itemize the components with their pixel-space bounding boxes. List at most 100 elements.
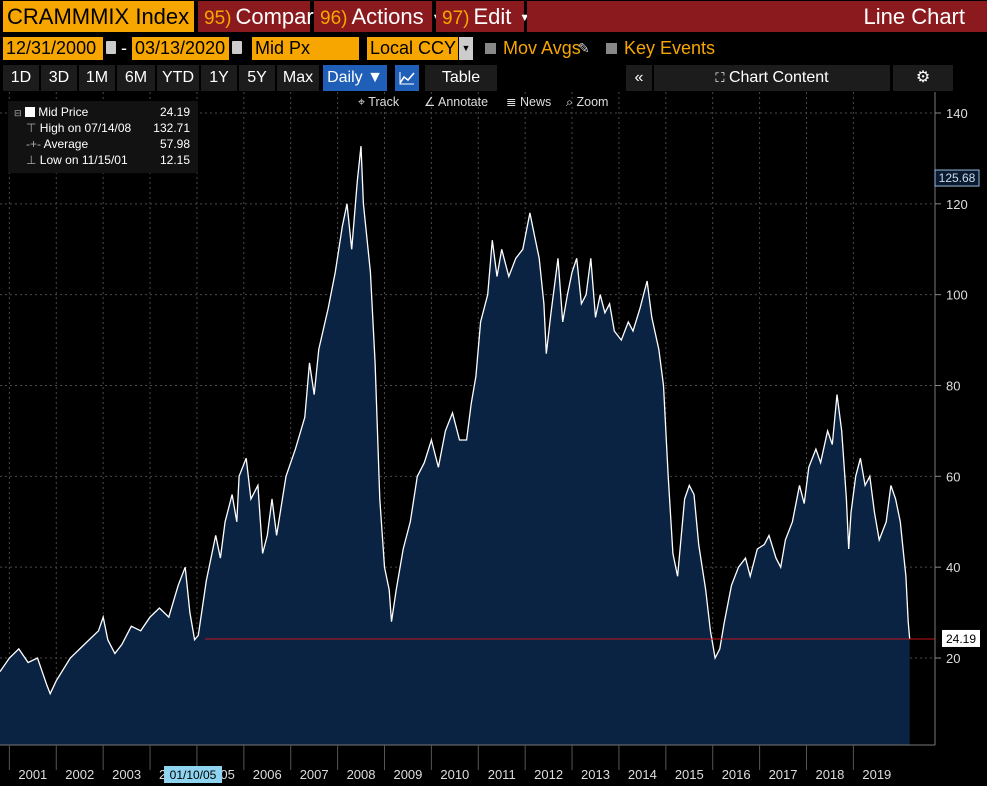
compare-button[interactable]: 95) Compare <box>198 1 326 32</box>
key-events-label[interactable]: Key Events <box>624 38 716 58</box>
y-tick-label: 120 <box>946 197 968 212</box>
y-axis: 20 40 60 80 100 120 140 <box>935 106 968 666</box>
edit-dropdown-icon: ▼ <box>519 11 531 24</box>
period-1d-button[interactable]: 1D <box>3 65 39 91</box>
frequency-dropdown[interactable]: Daily ▼ <box>323 65 387 91</box>
frequency-chevron-icon: ▼ <box>367 69 383 86</box>
table-button[interactable]: Table <box>425 65 497 91</box>
collapse-icon[interactable]: « <box>626 65 652 91</box>
chart-content-label: Chart Content <box>728 69 829 86</box>
x-tick-label: 2007 <box>300 767 329 782</box>
average-icon: -+- <box>26 137 41 151</box>
y-tick-label: 80 <box>946 379 960 394</box>
currency-dropdown-icon[interactable]: ▼ <box>459 37 473 60</box>
legend-row-low: ⊥ Low on 11/15/01 12.15 <box>26 152 198 168</box>
edit-button[interactable]: 97) Edit ▼ <box>436 1 530 32</box>
compare-label: Compare <box>235 4 326 29</box>
track-tool[interactable]: ⌖ Track <box>358 94 399 110</box>
high-label: High on 07/14/08 <box>39 121 132 135</box>
period-ytd-button[interactable]: YTD <box>157 65 199 91</box>
x-tick-label: 2006 <box>253 767 282 782</box>
x-tick-label: 2009 <box>393 767 422 782</box>
end-calendar-icon[interactable] <box>232 41 242 54</box>
edit-number: 97) <box>442 8 470 29</box>
period-1m-button[interactable]: 1M <box>79 65 115 91</box>
edit-label: Edit <box>473 4 512 29</box>
y-tick-label: 140 <box>946 106 968 121</box>
start-calendar-icon[interactable] <box>106 41 116 54</box>
chart-content-icon: ⛶ <box>715 70 725 85</box>
period-6m-button[interactable]: 6M <box>117 65 155 91</box>
legend-row-mid[interactable]: ⊟ Mid Price 24.19 <box>14 104 198 120</box>
average-label: Average <box>43 137 89 151</box>
low-value: 12.15 <box>159 153 190 167</box>
y-tick-label: 20 <box>946 651 960 666</box>
y-tick-label: 40 <box>946 560 960 575</box>
pencil-icon[interactable]: ✎ <box>578 40 590 56</box>
price-field-select[interactable]: Mid Px <box>252 37 359 60</box>
x-tick-label: 2010 <box>440 767 469 782</box>
mid-price-swatch <box>24 107 35 117</box>
x-tick-label: 2012 <box>534 767 563 782</box>
x-tick-label: 2001 <box>18 767 47 782</box>
collapse-box-icon[interactable]: ⊟ <box>14 108 22 118</box>
previous-value-label: 125.68 <box>939 171 976 185</box>
options-bar: 12/31/2000 - 03/13/2020 Mid Px Local CCY… <box>0 35 987 63</box>
zoom-label: Zoom <box>576 95 609 109</box>
y-tick-label: 60 <box>946 469 960 484</box>
period-1y-button[interactable]: 1Y <box>201 65 237 91</box>
x-tick-label: 2013 <box>581 767 610 782</box>
zoom-icon: ⌕ <box>566 95 574 109</box>
cursor-date-badge <box>164 766 222 783</box>
key-events-checkbox[interactable] <box>606 43 617 54</box>
mov-avgs-checkbox[interactable] <box>485 43 496 54</box>
x-tick-label: 2019 <box>862 767 891 782</box>
period-5y-button[interactable]: 5Y <box>239 65 275 91</box>
mid-price-label: Mid Price <box>38 105 89 119</box>
end-date-field[interactable]: 03/13/2020 <box>132 37 229 60</box>
previous-value-badge <box>934 169 980 187</box>
news-label: News <box>519 95 552 109</box>
x-tick-label: 2016 <box>722 767 751 782</box>
chart-type-title: Line Chart <box>527 1 987 32</box>
mid-price-value: 24.19 <box>159 105 190 119</box>
ticker-field[interactable]: CRAMMMIX Index <box>3 1 194 32</box>
date-separator: - <box>121 38 127 58</box>
frequency-label: Daily <box>327 69 363 86</box>
news-tool[interactable]: ≣ News <box>506 94 551 110</box>
x-axis: 2001200220032004200520062007200820092010… <box>8 745 891 782</box>
legend-row-average: -+- Average 57.98 <box>26 136 198 152</box>
low-label: Low on 11/15/01 <box>39 153 128 167</box>
chart-content-button[interactable]: ⛶ Chart Content <box>654 65 890 91</box>
mov-avgs-label[interactable]: Mov Avgs <box>503 38 581 58</box>
start-date-field[interactable]: 12/31/2000 <box>3 37 103 60</box>
x-tick-label: 2002 <box>65 767 94 782</box>
x-tick-label: 2014 <box>628 767 657 782</box>
annotate-label: Annotate <box>438 95 489 109</box>
y-tick-label: 100 <box>946 288 968 303</box>
last-price-value: 24.19 <box>946 632 976 646</box>
price-line <box>0 146 911 696</box>
actions-number: 96) <box>320 8 348 29</box>
last-price-badge <box>942 629 980 647</box>
x-tick-label: 2018 <box>815 767 844 782</box>
high-icon: ⊤ <box>26 121 37 135</box>
average-value: 57.98 <box>159 137 190 151</box>
actions-label: Actions <box>351 4 424 29</box>
period-max-button[interactable]: Max <box>277 65 319 91</box>
actions-button[interactable]: 96)Actions▼ <box>314 1 443 32</box>
currency-select[interactable]: Local CCY <box>367 37 458 60</box>
annotate-tool[interactable]: ∠ Annotate <box>424 94 488 110</box>
line-chart-icon[interactable] <box>395 65 419 91</box>
settings-gear-icon[interactable]: ⚙ <box>893 65 953 91</box>
cursor-date-label: 01/10/05 <box>170 768 217 782</box>
title-bar: CRAMMMIX Index 95)Compare 96)Actions▼ 97… <box>0 0 987 34</box>
low-icon: ⊥ <box>26 153 37 167</box>
legend-panel: ⊟ Mid Price 24.19 ⊤ High on 07/14/08 132… <box>8 101 198 173</box>
period-3d-button[interactable]: 3D <box>41 65 77 91</box>
track-icon: ⌖ <box>358 95 366 109</box>
high-value: 132.71 <box>153 121 190 135</box>
zoom-tool[interactable]: ⌕ Zoom <box>566 94 608 110</box>
x-tick-label: 2008 <box>347 767 376 782</box>
